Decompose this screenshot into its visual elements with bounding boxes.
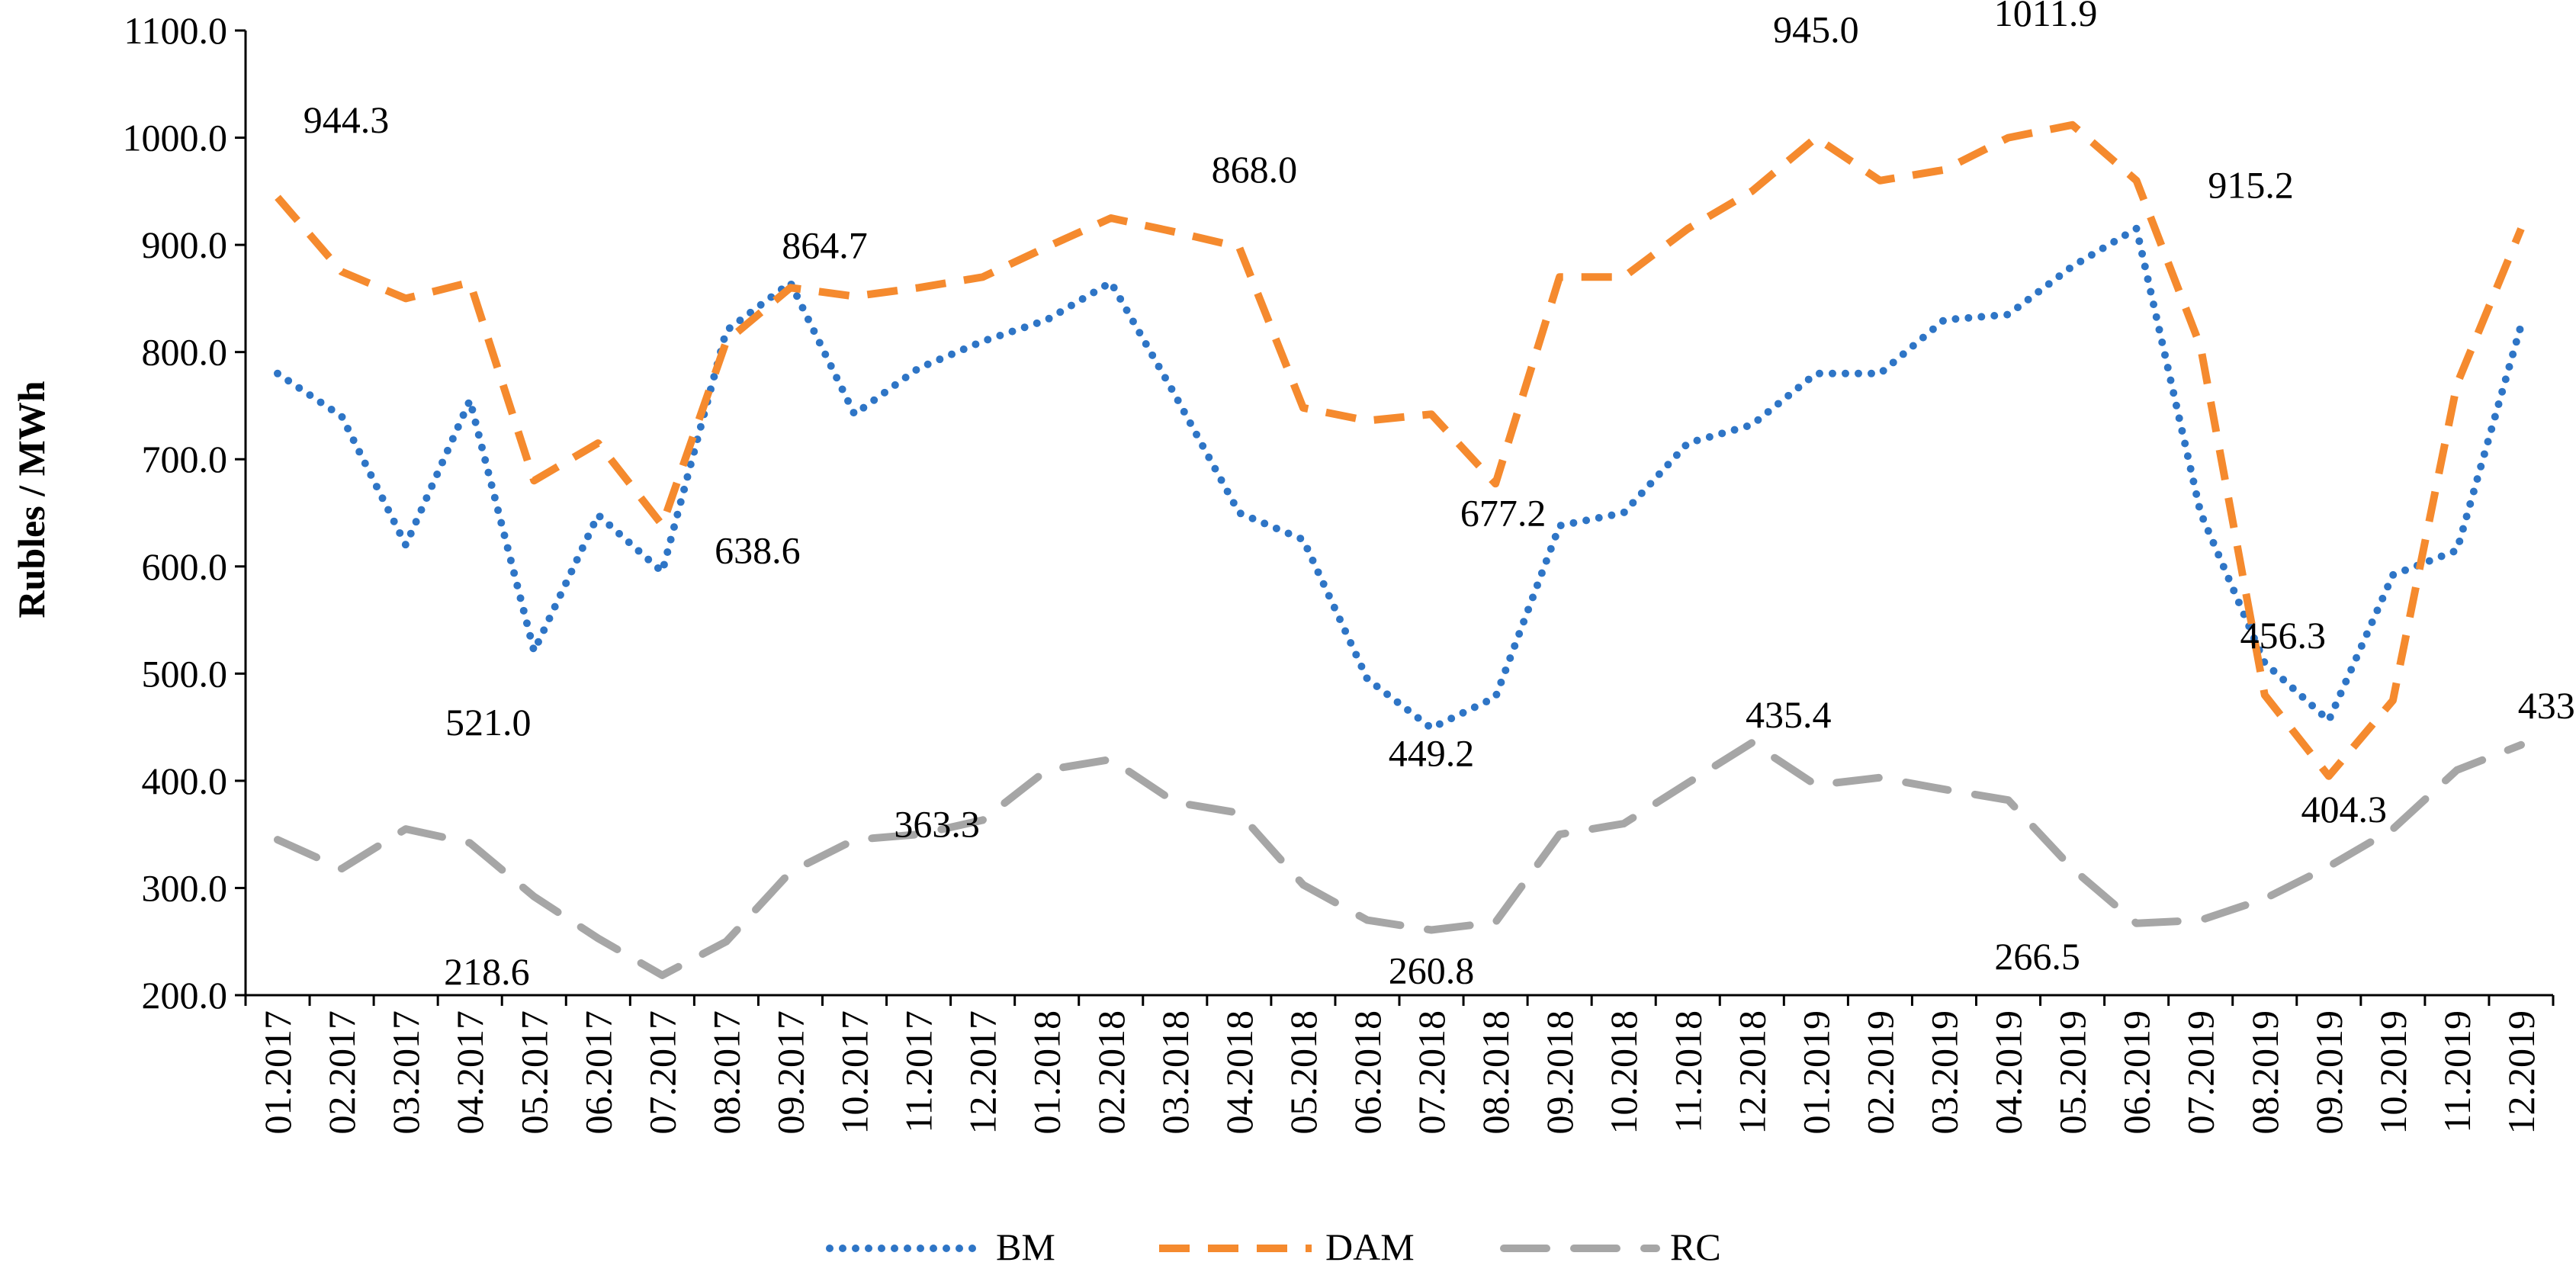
x-tick-label: 03.2018	[1154, 1010, 1196, 1135]
x-tick-label: 07.2018	[1410, 1010, 1453, 1135]
data-label: 864.7	[782, 224, 868, 267]
x-tick-label: 08.2019	[2244, 1010, 2286, 1135]
y-tick-label: 200.0	[142, 974, 228, 1017]
data-label: 915.2	[2208, 164, 2294, 207]
x-tick-label: 07.2019	[2179, 1010, 2222, 1135]
series-line-bm	[274, 224, 2525, 732]
x-tick-label: 05.2019	[2051, 1010, 2094, 1135]
x-tick-label: 12.2017	[962, 1010, 1004, 1135]
series-line-dam	[275, 120, 2525, 780]
x-tick-label: 09.2019	[2308, 1010, 2350, 1135]
y-tick-label: 700.0	[142, 438, 228, 480]
y-tick-label: 800.0	[142, 331, 228, 374]
legend-label-bm: BM	[996, 1225, 1055, 1268]
y-tick-label: 1000.0	[123, 117, 228, 159]
data-label: 433.5	[2518, 684, 2576, 727]
legend-label-rc: RC	[1670, 1225, 1721, 1268]
x-tick-label: 08.2017	[705, 1010, 747, 1135]
series-layer	[274, 120, 2525, 979]
x-tick-label: 11.2017	[898, 1010, 940, 1133]
y-axis-title-group: Rubles / MWh	[10, 381, 53, 618]
x-tick-label: 06.2017	[577, 1010, 619, 1135]
x-tick-label: 12.2018	[1730, 1010, 1773, 1135]
x-tick-label: 03.2019	[1922, 1010, 1965, 1135]
y-tick-label: 1100.0	[124, 9, 227, 52]
data-label: 1011.9	[1994, 0, 2098, 34]
x-tick-label: 04.2019	[1987, 1010, 2030, 1135]
data-labels: 944.3 864.7 868.0 945.0 1011.9 915.2 638.6 677.…	[304, 0, 2576, 993]
x-tick-label: 02.2017	[320, 1010, 363, 1135]
data-label: 456.3	[2240, 614, 2327, 657]
legend-label-dam: DAM	[1325, 1225, 1415, 1268]
y-tick-label: 600.0	[142, 545, 228, 588]
x-tick-label: 01.2017	[256, 1010, 299, 1135]
x-tick-label: 07.2017	[641, 1010, 683, 1135]
data-label: 363.3	[894, 802, 980, 845]
y-tick-labels: 200.0 300.0 400.0 500.0 600.0 700.0 800.0 900.0…	[123, 9, 246, 1017]
data-label: 260.8	[1389, 949, 1475, 992]
x-tick-label: 09.2018	[1538, 1010, 1581, 1135]
x-tick-label: 05.2017	[512, 1010, 555, 1135]
x-tick-label: 10.2019	[2372, 1010, 2414, 1135]
x-tick-label: 10.2018	[1602, 1010, 1645, 1135]
y-axis-title: Rubles / MWh	[10, 381, 53, 618]
x-tick-label: 12.2019	[2500, 1010, 2542, 1135]
data-label: 435.4	[1746, 693, 1832, 736]
x-tick-label: 09.2017	[769, 1010, 811, 1135]
x-tick-label: 08.2018	[1474, 1010, 1517, 1135]
x-tick-label: 02.2018	[1090, 1010, 1132, 1135]
x-tick-label: 11.2018	[1666, 1010, 1709, 1133]
x-tick-label: 11.2019	[2436, 1010, 2478, 1133]
y-tick-label: 400.0	[142, 760, 228, 802]
x-tick-label: 04.2018	[1218, 1010, 1261, 1135]
data-label: 638.6	[715, 529, 801, 572]
x-tick-label: 02.2019	[1858, 1010, 1901, 1135]
data-label: 944.3	[304, 98, 390, 141]
y-tick-label: 900.0	[142, 223, 228, 266]
data-label: 404.3	[2301, 788, 2388, 830]
data-label: 266.5	[1994, 935, 2080, 978]
x-tick-label: 01.2018	[1026, 1010, 1068, 1135]
data-label: 677.2	[1460, 491, 1547, 534]
x-tick-label: 10.2017	[834, 1010, 876, 1135]
x-tick-label: 05.2018	[1282, 1010, 1325, 1135]
x-tick-label: 03.2017	[384, 1010, 427, 1135]
data-label: 868.0	[1212, 148, 1298, 191]
data-label: 945.0	[1773, 8, 1859, 51]
x-tick-label: 06.2019	[2115, 1010, 2158, 1135]
series-line-rc	[274, 739, 2525, 979]
x-tick-label: 01.2019	[1794, 1010, 1837, 1135]
y-tick-label: 500.0	[142, 652, 228, 695]
data-label: 218.6	[444, 950, 530, 993]
x-tick-label: 06.2018	[1346, 1010, 1389, 1135]
data-label: 449.2	[1389, 732, 1475, 775]
legend: BM DAM RC	[826, 1225, 1721, 1268]
x-tick-labels: 01.2017 02.2017 03.2017 04.2017 05.2017 06.20…	[244, 995, 2555, 1135]
x-tick-label: 04.2017	[448, 1010, 491, 1135]
data-label: 521.0	[445, 701, 532, 744]
y-tick-label: 300.0	[142, 866, 228, 909]
